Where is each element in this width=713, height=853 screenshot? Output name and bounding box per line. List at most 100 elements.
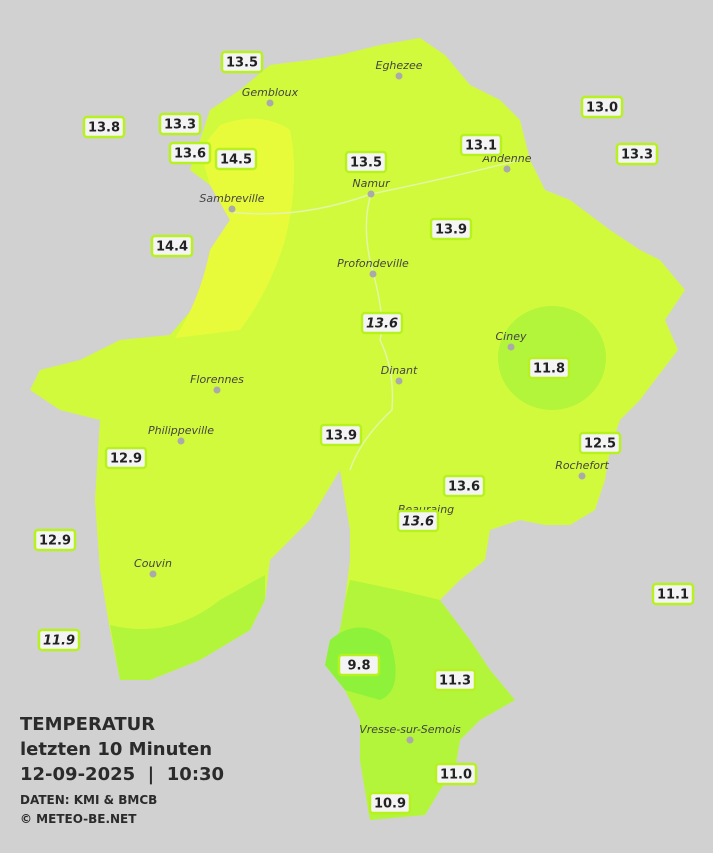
town-label: Philippeville — [148, 424, 214, 437]
station-box — [459, 133, 503, 157]
town-label: Gembloux — [242, 86, 299, 99]
station: 13.6 — [360, 311, 404, 335]
warm-zone — [175, 118, 294, 338]
station-box — [319, 423, 363, 447]
town-dot — [266, 99, 274, 107]
town-label: Couvin — [134, 557, 172, 570]
station: 13.6 — [396, 509, 440, 533]
source: DATEN: KMI & BMCB — [20, 793, 157, 807]
station-box — [527, 356, 571, 380]
station-value: 13.5 — [350, 156, 382, 171]
station-box — [368, 791, 412, 815]
station-box — [344, 150, 388, 174]
town-dot — [503, 165, 511, 173]
station-value: 9.8 — [347, 659, 370, 674]
station-box — [433, 668, 477, 692]
station-box — [37, 628, 81, 652]
station-value: 13.5 — [226, 56, 258, 71]
station-value: 12.5 — [584, 437, 616, 452]
town-label: Rochefort — [555, 459, 609, 472]
station-value: 10.9 — [374, 797, 406, 812]
town-label: Profondeville — [337, 257, 409, 270]
town-label: Namur — [352, 177, 391, 190]
station-box — [158, 112, 202, 136]
town-dot — [395, 72, 403, 80]
station-box — [651, 582, 695, 606]
station-box — [580, 95, 624, 119]
station: 13.6 — [442, 474, 486, 498]
station-value: 11.3 — [439, 674, 471, 689]
station-box — [337, 653, 381, 677]
station: 13.3 — [158, 112, 202, 136]
station-value: 13.8 — [88, 121, 120, 136]
station-box — [104, 446, 148, 470]
station-value: 13.3 — [621, 148, 653, 163]
station-box — [33, 528, 77, 552]
station: 10.9 — [368, 791, 412, 815]
station-value: 13.3 — [164, 118, 196, 133]
station: 13.0 — [580, 95, 624, 119]
station-box — [429, 217, 473, 241]
station-value: 13.6 — [448, 480, 480, 495]
station: 13.5 — [344, 150, 388, 174]
station-value: 12.9 — [39, 534, 71, 549]
station-value: 11.0 — [440, 768, 472, 783]
station-value: 13.9 — [325, 429, 357, 444]
station-box — [578, 431, 622, 455]
station: 12.5 — [578, 431, 622, 455]
station-value: 11.9 — [43, 634, 75, 649]
station-value: 13.6 — [402, 515, 434, 530]
station: 11.8 — [527, 356, 571, 380]
town-dot — [177, 437, 185, 445]
station-box — [615, 142, 659, 166]
station: 14.4 — [150, 234, 194, 258]
station-value: 11.8 — [533, 362, 565, 377]
town-label: Dinant — [381, 364, 418, 377]
title: TEMPERATUR — [20, 714, 155, 735]
town-label: Eghezee — [376, 59, 423, 72]
station-box — [360, 311, 404, 335]
station-value: 13.6 — [174, 147, 206, 162]
town-dot — [406, 736, 414, 744]
station-value: 14.4 — [156, 240, 188, 255]
station: 11.0 — [434, 762, 478, 786]
station-box — [396, 509, 440, 533]
town-label: Vresse-sur-Semois — [359, 723, 461, 736]
station-value: 12.9 — [110, 452, 142, 467]
station-value: 13.1 — [465, 139, 497, 154]
station-box — [214, 147, 258, 171]
legend-block: TEMPERATUR letzten 10 Minuten 12-09-2025… — [20, 714, 224, 826]
station: 13.3 — [615, 142, 659, 166]
timestamp: 12-09-2025 | 10:30 — [20, 764, 224, 785]
station-box — [442, 474, 486, 498]
station-value: 14.5 — [220, 153, 252, 168]
station: 13.8 — [82, 115, 126, 139]
station: 9.8 — [337, 653, 381, 677]
copyright: © METEO-BE.NET — [20, 812, 137, 826]
subtitle: letzten 10 Minuten — [20, 739, 212, 760]
cool-zone-sw — [110, 575, 265, 680]
town-dot — [367, 190, 375, 198]
station-value: 11.1 — [657, 588, 689, 603]
station: 12.9 — [33, 528, 77, 552]
station: 13.5 — [220, 50, 264, 74]
station-value: 13.0 — [586, 101, 618, 116]
station-value: 13.9 — [435, 223, 467, 238]
station: 13.6 — [168, 141, 212, 165]
station-box — [220, 50, 264, 74]
station-box — [82, 115, 126, 139]
town-dot — [507, 343, 515, 351]
station-box — [168, 141, 212, 165]
station: 13.9 — [429, 217, 473, 241]
town-dot — [395, 377, 403, 385]
station: 14.5 — [214, 147, 258, 171]
station-box — [150, 234, 194, 258]
town-dot — [369, 270, 377, 278]
town-dot — [228, 205, 236, 213]
town-dot — [213, 386, 221, 394]
station-box — [434, 762, 478, 786]
station: 11.3 — [433, 668, 477, 692]
town-label: Florennes — [190, 373, 244, 386]
station-value: 13.6 — [366, 317, 398, 332]
station: 13.9 — [319, 423, 363, 447]
